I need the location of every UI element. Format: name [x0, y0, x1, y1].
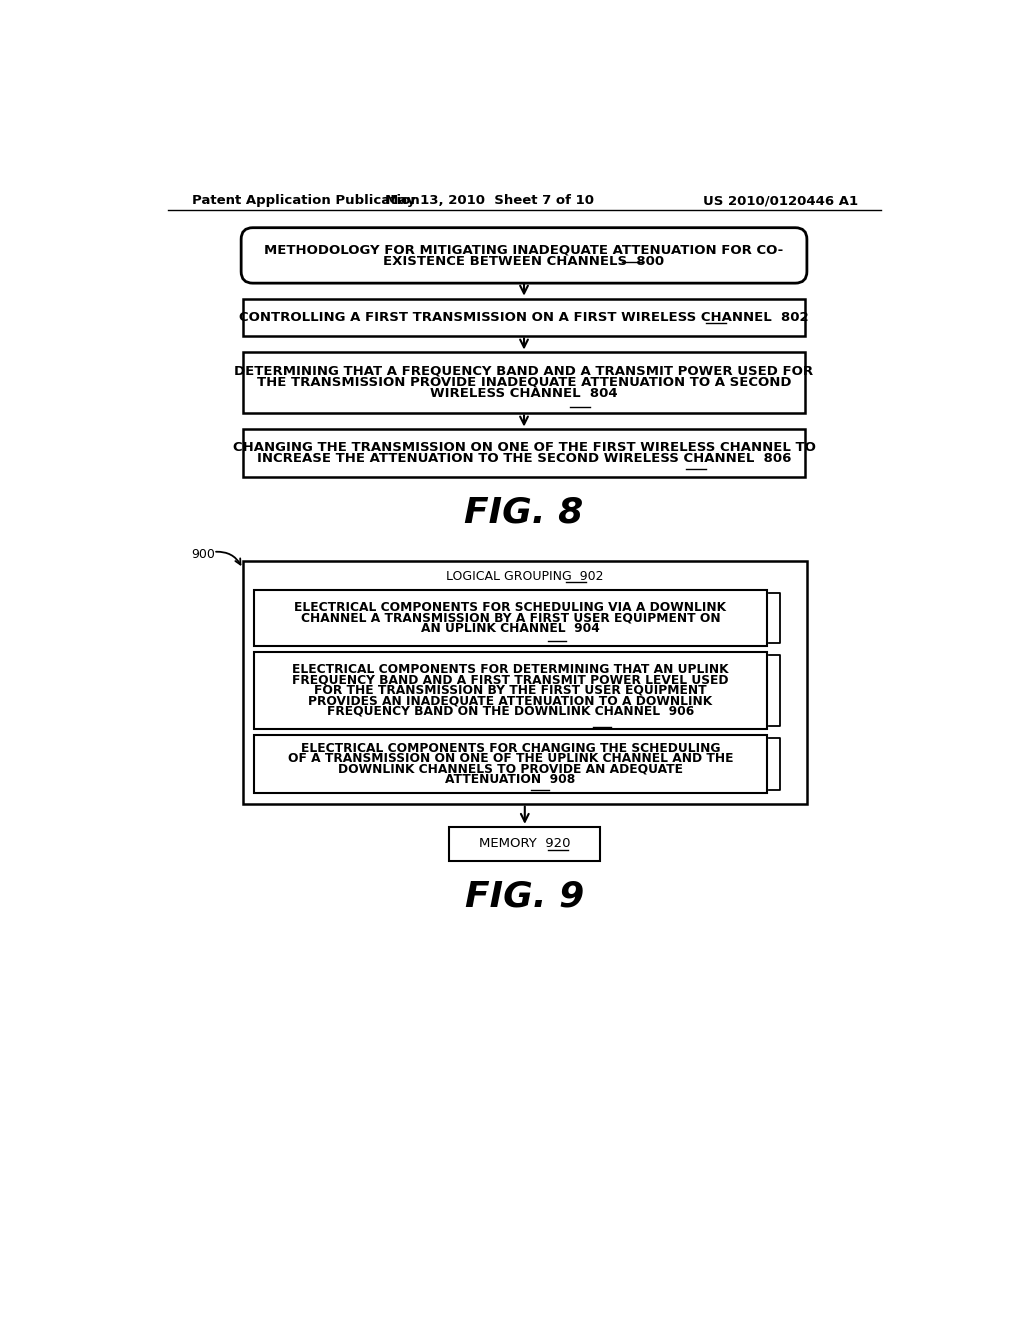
Bar [243, 561, 807, 804]
Text: EXISTENCE BETWEEN CHANNELS  800: EXISTENCE BETWEEN CHANNELS 800 [383, 255, 665, 268]
Text: ELECTRICAL COMPONENTS FOR CHANGING THE SCHEDULING: ELECTRICAL COMPONENTS FOR CHANGING THE S… [301, 742, 720, 755]
Text: WIRELESS CHANNEL  804: WIRELESS CHANNEL 804 [430, 387, 617, 400]
Text: ELECTRICAL COMPONENTS FOR SCHEDULING VIA A DOWNLINK: ELECTRICAL COMPONENTS FOR SCHEDULING VIA… [295, 601, 726, 614]
Text: FREQUENCY BAND AND A FIRST TRANSMIT POWER LEVEL USED: FREQUENCY BAND AND A FIRST TRANSMIT POWE… [292, 673, 729, 686]
FancyBboxPatch shape [241, 227, 807, 284]
Bar [450, 826, 600, 861]
Text: MEMORY  920: MEMORY 920 [479, 837, 570, 850]
Text: US 2010/0120446 A1: US 2010/0120446 A1 [702, 194, 858, 207]
Text: INCREASE THE ATTENUATION TO THE SECOND WIRELESS CHANNEL  806: INCREASE THE ATTENUATION TO THE SECOND W… [257, 453, 792, 466]
Text: CHANGING THE TRANSMISSION ON ONE OF THE FIRST WIRELESS CHANNEL TO: CHANGING THE TRANSMISSION ON ONE OF THE … [232, 441, 815, 454]
Text: DOWNLINK CHANNELS TO PROVIDE AN ADEQUATE: DOWNLINK CHANNELS TO PROVIDE AN ADEQUATE [338, 763, 683, 776]
Text: May 13, 2010  Sheet 7 of 10: May 13, 2010 Sheet 7 of 10 [385, 194, 594, 207]
Text: AN UPLINK CHANNEL  904: AN UPLINK CHANNEL 904 [421, 622, 600, 635]
Text: CONTROLLING A FIRST TRANSMISSION ON A FIRST WIRELESS CHANNEL  802: CONTROLLING A FIRST TRANSMISSION ON A FI… [240, 310, 809, 323]
Text: OF A TRANSMISSION ON ONE OF THE UPLINK CHANNEL AND THE: OF A TRANSMISSION ON ONE OF THE UPLINK C… [288, 752, 733, 766]
Text: METHODOLOGY FOR MITIGATING INADEQUATE ATTENUATION FOR CO-: METHODOLOGY FOR MITIGATING INADEQUATE AT… [264, 243, 783, 256]
Text: DETERMINING THAT A FREQUENCY BAND AND A TRANSMIT POWER USED FOR: DETERMINING THAT A FREQUENCY BAND AND A … [234, 364, 814, 378]
Text: FIG. 9: FIG. 9 [465, 879, 585, 913]
Bar [243, 429, 805, 478]
Text: CHANNEL A TRANSMISSION BY A FIRST USER EQUIPMENT ON: CHANNEL A TRANSMISSION BY A FIRST USER E… [301, 611, 720, 624]
Text: ELECTRICAL COMPONENTS FOR DETERMINING THAT AN UPLINK: ELECTRICAL COMPONENTS FOR DETERMINING TH… [292, 663, 729, 676]
Text: FREQUENCY BAND ON THE DOWNLINK CHANNEL  906: FREQUENCY BAND ON THE DOWNLINK CHANNEL 9… [327, 705, 694, 718]
Text: Patent Application Publication: Patent Application Publication [191, 194, 419, 207]
Bar [254, 652, 767, 729]
Text: FIG. 8: FIG. 8 [465, 495, 584, 529]
Text: LOGICAL GROUPING  902: LOGICAL GROUPING 902 [446, 570, 603, 583]
Bar [243, 352, 805, 412]
Text: THE TRANSMISSION PROVIDE INADEQUATE ATTENUATION TO A SECOND: THE TRANSMISSION PROVIDE INADEQUATE ATTE… [257, 376, 792, 389]
Text: FOR THE TRANSMISSION BY THE FIRST USER EQUIPMENT: FOR THE TRANSMISSION BY THE FIRST USER E… [314, 684, 707, 697]
Bar [254, 590, 767, 645]
Bar [254, 735, 767, 793]
Bar [243, 298, 805, 335]
Text: PROVIDES AN INADEQUATE ATTENUATION TO A DOWNLINK: PROVIDES AN INADEQUATE ATTENUATION TO A … [308, 694, 713, 708]
Text: 900: 900 [191, 548, 215, 561]
Text: ATTENUATION  908: ATTENUATION 908 [445, 774, 575, 787]
